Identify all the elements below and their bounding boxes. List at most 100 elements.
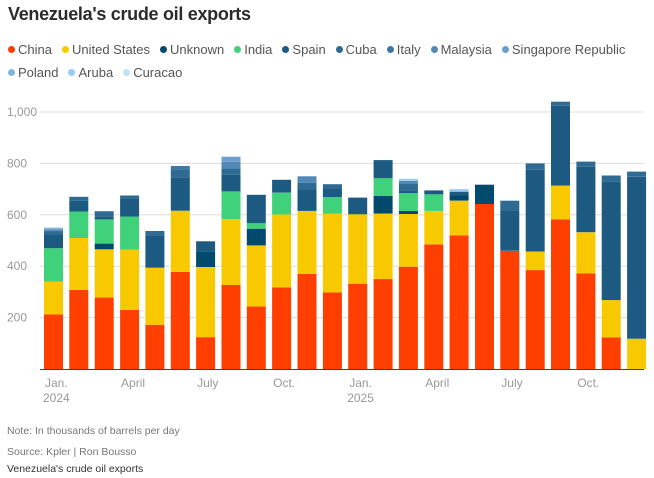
bar-segment-china — [551, 219, 570, 369]
x-tick-label: Oct. — [577, 376, 599, 390]
bar-segment-cuba — [44, 231, 63, 235]
bar-segment-spain — [576, 166, 596, 233]
bar-segment-unknown — [246, 228, 266, 246]
legend-swatch — [8, 69, 15, 76]
bar-segment-malaysia — [398, 180, 418, 184]
bar-segment-united-states — [576, 232, 596, 274]
bar-segment-aruba — [398, 178, 418, 181]
bar-segment-singapore-republic — [44, 228, 63, 231]
legend-swatch — [160, 46, 168, 53]
chart-legend: China United States Unknown India Spain Cuba I… — [8, 38, 648, 84]
bar-segment-spain — [398, 190, 418, 193]
bar-segment-united-states — [297, 210, 317, 274]
bar-segment-united-states — [69, 237, 89, 290]
bar-segment-india — [44, 248, 63, 282]
legend-label: United States — [71, 42, 151, 57]
bar-segment-india — [322, 197, 342, 214]
x-tick-year-label: 2025 — [347, 391, 374, 405]
bar-segment-cuba — [398, 184, 418, 191]
bar-segment-cuba — [221, 168, 241, 175]
bar-segment-cuba — [551, 101, 570, 106]
bar-segment-poland — [44, 227, 63, 229]
bar-segment-cuba — [94, 211, 114, 217]
bar-segment-united-states — [145, 267, 165, 325]
x-tick-label: Jan. — [45, 376, 68, 390]
x-tick-label: April — [121, 376, 145, 390]
bar-segment-united-states — [272, 214, 292, 288]
bar-segment-united-states — [44, 281, 63, 315]
bar-segment-spain — [272, 179, 292, 193]
bar-segment-cuba — [525, 163, 545, 170]
legend-item-malaysia: Malaysia — [430, 38, 492, 61]
bar-segment-spain — [221, 174, 241, 192]
bar-segment-china — [322, 292, 342, 369]
x-tick-label: Oct. — [273, 376, 295, 390]
legend-swatch — [68, 69, 76, 76]
bar-segment-cuba — [120, 195, 140, 199]
bar-segment-spain — [322, 188, 342, 198]
bar-segment-cuba — [627, 171, 647, 177]
bar-segment-china — [69, 289, 89, 369]
bar-segment-india — [94, 219, 114, 244]
chart-title: Venezuela's crude oil exports — [8, 4, 251, 24]
bar-segment-italy — [170, 166, 190, 170]
bar-segment-china — [297, 273, 317, 369]
bar-segment-spain — [373, 160, 393, 179]
bar-segment-unknown — [398, 210, 418, 214]
bar-segment-italy — [44, 230, 63, 232]
bar-segment-china — [576, 273, 596, 369]
bar-segment-singapore-republic — [221, 156, 241, 162]
legend-swatch — [282, 46, 290, 53]
bar-segment-united-states — [424, 210, 444, 245]
bar-segment-india — [373, 178, 393, 196]
bar-segment-cuba — [145, 231, 165, 236]
legend-label: Cuba — [345, 42, 377, 57]
legend-label: Malaysia — [440, 42, 492, 57]
legend-item-cuba: Cuba — [335, 38, 377, 61]
chart-note: Note: In thousands of barrels per day — [7, 425, 180, 437]
chart-source: Source: Kpler | Ron Bousso — [7, 446, 137, 458]
bar-segment-united-states — [551, 185, 570, 220]
legend-label: Unknown — [170, 42, 225, 57]
bar-segment-china — [221, 285, 241, 369]
x-tick-label: Jan. — [349, 376, 372, 390]
bar-segment-china — [373, 279, 393, 369]
bar-segment-cuba — [297, 182, 317, 190]
bar-segment-china — [170, 271, 190, 369]
legend-label: Spain — [292, 42, 326, 57]
bar-segment-spain — [424, 190, 444, 195]
bar-segment-china — [120, 309, 140, 369]
bar-segment-spain — [120, 198, 140, 217]
legend-item-india: India — [234, 38, 272, 61]
bar-segment-india — [272, 192, 292, 215]
bar-segment-spain — [69, 200, 89, 212]
bar-segment-india — [246, 223, 266, 229]
legend-item-china: China — [8, 38, 52, 61]
legend-swatch — [61, 46, 69, 53]
bar-segment-spain — [525, 169, 545, 252]
bar-segment-cuba — [170, 169, 190, 178]
y-tick-label: 800 — [7, 156, 27, 170]
bar-segment-cuba — [500, 200, 520, 211]
bar-segment-india — [69, 211, 89, 238]
y-tick-label: 200 — [7, 311, 27, 325]
legend-item-spain: Spain — [282, 38, 326, 61]
bar-segment-india — [120, 216, 140, 250]
bar-segment-unknown — [196, 251, 216, 267]
bar-segment-united-states — [170, 210, 190, 272]
bar-segment-cuba — [322, 184, 342, 189]
legend-swatch — [430, 46, 438, 53]
legend-swatch — [123, 69, 131, 76]
bar-segment-spain — [601, 181, 621, 301]
bar-segment-spain — [94, 216, 114, 220]
bar-segment-spain — [551, 105, 570, 186]
legend-item-curacao: Curacao — [123, 61, 182, 84]
bar-segment-spain — [145, 235, 165, 268]
legend-swatch — [8, 46, 15, 53]
bar-segment-unknown — [475, 184, 494, 204]
bar-segment-malaysia — [221, 161, 241, 169]
bar-segment-united-states — [196, 267, 216, 338]
bar-segment-malaysia — [297, 176, 317, 183]
legend-item-united-states: United States — [61, 38, 151, 61]
